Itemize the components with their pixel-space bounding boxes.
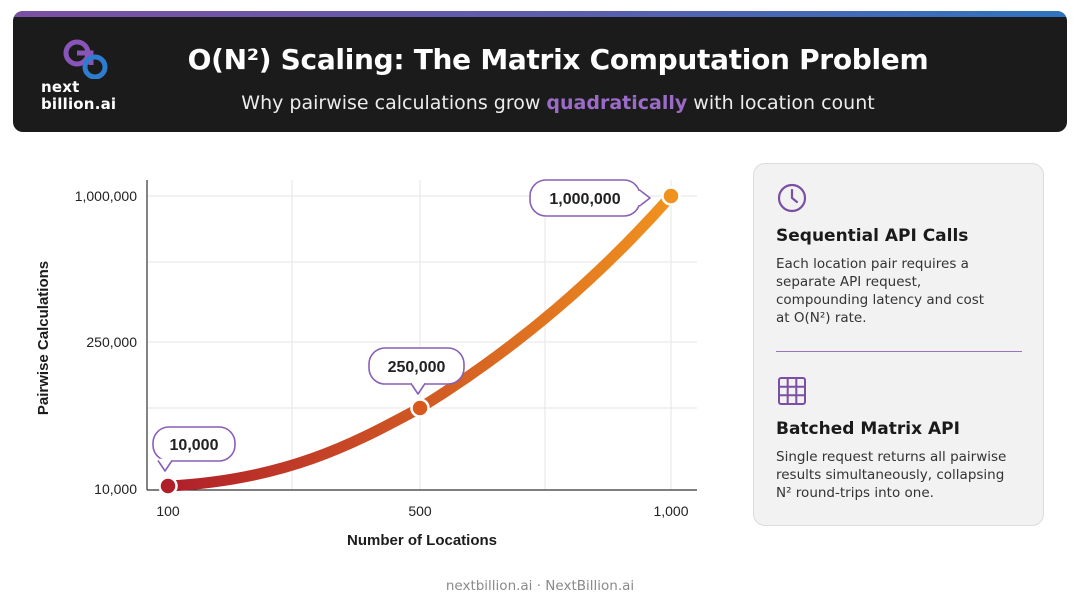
data-point — [158, 476, 178, 496]
batched-line-1: Single request returns all pairwise — [776, 449, 1007, 465]
clock-icon — [777, 183, 807, 213]
sequential-line-3: compounding latency and cost — [776, 292, 985, 308]
logo-line-2: billion.ai — [41, 95, 117, 113]
data-label: 250,000 — [388, 359, 446, 376]
y-tick-label: 10,000 — [94, 481, 137, 497]
sequential-line-4: at O(N²) rate. — [776, 310, 867, 326]
sequential-line-2: separate API request, — [776, 274, 922, 290]
callout-tail — [410, 383, 426, 395]
batched-line-3: N² round-trips into one. — [776, 485, 934, 501]
batched-api-title: Batched Matrix API — [776, 419, 960, 439]
logo-line-1: next — [41, 78, 80, 96]
chart-svg: 100 500 1,000 10,000 250,000 1,000,000 Number … — [35, 179, 697, 549]
logo: next billion.ai — [39, 39, 139, 125]
subtitle-highlight: quadratically — [546, 92, 688, 114]
sequential-api-description: Each location pair requires a separate A… — [776, 255, 1031, 327]
callout-tail — [639, 189, 651, 207]
info-card: Sequential API Calls Each location pair … — [753, 163, 1044, 526]
data-point — [661, 186, 681, 206]
data-label: 1,000,000 — [549, 191, 620, 208]
logo-mark-icon — [63, 39, 108, 79]
x-axis-title: Number of Locations — [347, 532, 497, 549]
sequential-api-title: Sequential API Calls — [776, 226, 969, 246]
scaling-chart: 100 500 1,000 10,000 250,000 1,000,000 Number … — [0, 150, 730, 560]
data-point — [410, 398, 430, 418]
callout-box — [152, 426, 236, 462]
data-label-callout: 250,000 — [368, 347, 465, 395]
data-label-callout: 1,000,000 — [529, 179, 651, 217]
grid-icon — [778, 377, 806, 405]
callout-tail — [157, 460, 173, 472]
footer-credit: nextbillion.ai · NextBillion.ai — [445, 578, 635, 594]
logo-text: next billion.ai — [41, 79, 116, 113]
y-tick-label: 1,000,000 — [75, 188, 137, 204]
batched-api-description: Single request returns all pairwise resu… — [776, 448, 1031, 502]
subtitle-post: with location count — [687, 92, 875, 114]
subtitle-pre: Why pairwise calculations grow — [241, 92, 547, 114]
page-title: O(N²) Scaling: The Matrix Computation Pr… — [187, 43, 929, 76]
data-label-callout: 10,000 — [152, 426, 236, 472]
x-tick-label: 100 — [156, 503, 180, 519]
card-divider — [776, 351, 1022, 352]
header-banner: next billion.ai O(N²) Scaling: The Matri… — [13, 11, 1067, 132]
data-label: 10,000 — [170, 437, 219, 454]
x-tick-label: 500 — [408, 503, 432, 519]
y-tick-label: 250,000 — [86, 334, 137, 350]
sequential-line-1: Each location pair requires a — [776, 256, 969, 272]
batched-line-2: results simultaneously, collapsing — [776, 467, 1005, 483]
y-axis-title: Pairwise Calculations — [35, 261, 52, 415]
page-subtitle: Why pairwise calculations grow quadratic… — [178, 92, 938, 114]
header-accent-bar — [13, 11, 1067, 17]
x-tick-label: 1,000 — [653, 503, 688, 519]
